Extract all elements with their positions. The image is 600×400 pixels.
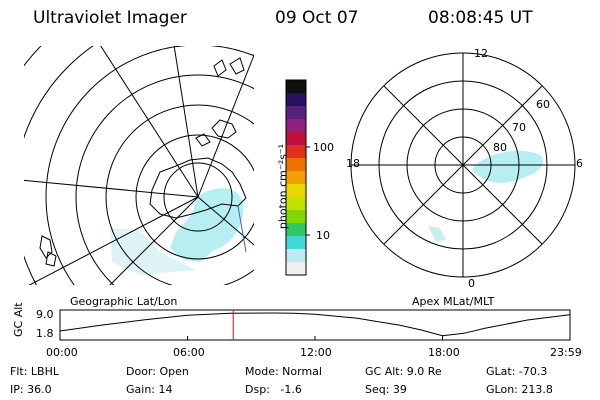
time-label: 08:08:45 UT (428, 8, 533, 28)
gain-readout: Gain: 14 (126, 383, 173, 396)
ytick-label-1-8: 1.8 (36, 327, 54, 340)
ip-readout: IP: 36.0 (10, 383, 52, 396)
colorbar-cell (286, 171, 306, 185)
right-panel-caption: Apex MLat/MLT (412, 295, 495, 308)
xtick-label-2359: 23:59 (550, 346, 582, 359)
xtick-label-1200: 12:00 (300, 346, 332, 359)
seq-readout: Seq: 39 (365, 383, 407, 396)
door-readout: Door: Open (126, 365, 189, 378)
colorbar-cell (286, 80, 306, 94)
colorbar-cell (286, 210, 306, 224)
gc-alt-readout: GC Alt: 9.0 Re (365, 365, 442, 378)
date-label: 09 Oct 07 (275, 8, 359, 28)
left-panel-caption: Geographic Lat/Lon (70, 295, 178, 308)
xtick-label-0600: 06:00 (173, 346, 205, 359)
mlt-label-0: 0 (468, 277, 475, 290)
xtick-label-1800: 18:00 (428, 346, 460, 359)
mlat-label-60: 60 (536, 98, 550, 111)
colorbar-cell (286, 223, 306, 237)
dsp-readout: Dsp: -1.6 (245, 383, 302, 396)
aurora-emission-geo (170, 188, 244, 262)
altitude-series-line (59, 312, 570, 337)
instrument-title: Ultraviolet Imager (33, 8, 187, 28)
colorbar-cell (286, 106, 306, 120)
colorbar-cell (286, 197, 306, 211)
colorbar-cell (286, 236, 306, 250)
colorbar-tick-10: 10 (316, 229, 330, 242)
mlat-label-70: 70 (512, 121, 526, 134)
colorbar-cell (286, 262, 306, 276)
mlt-label-12: 12 (474, 47, 488, 60)
colorbar-cell (286, 132, 306, 146)
glat-readout: GLat: -70.3 (486, 365, 548, 378)
colorbar-cell (286, 119, 306, 133)
xtick-label-0000: 00:00 (46, 346, 78, 359)
mlt-label-6: 6 (576, 157, 583, 170)
glon-readout: GLon: 213.8 (486, 383, 553, 396)
colorbar-cell (286, 184, 306, 198)
mode-readout: Mode: Normal (245, 365, 322, 378)
colorbar-cell (286, 249, 306, 263)
ytick-label-9: 9.0 (36, 308, 54, 321)
mlt-label-18: 18 (346, 157, 360, 170)
colorbar-cell (286, 93, 306, 107)
filter-readout: Flt: LBHL (10, 365, 59, 378)
mlat-label-80: 80 (493, 141, 507, 154)
colorbar-cell (286, 145, 306, 159)
colorbar-cell (286, 158, 306, 172)
colorbar-tick-100: 100 (313, 141, 334, 154)
altitude-y-label: GC Alt (12, 302, 25, 337)
